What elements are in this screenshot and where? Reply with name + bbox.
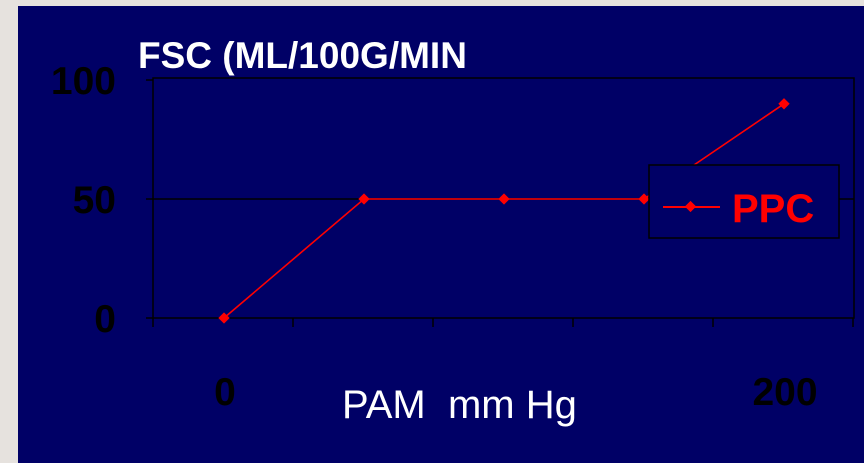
legend-label: PPC (732, 187, 814, 231)
legend-box (648, 164, 840, 239)
data-point (638, 193, 650, 205)
data-point (498, 193, 510, 205)
x-axis-label: PAM mm Hg (342, 383, 577, 427)
data-point (778, 98, 790, 110)
y-tick-label-0: 0 (94, 298, 116, 341)
legend-marker (684, 200, 697, 213)
legend: PPC (648, 164, 840, 239)
y-tick-labels: 0 50 100 (51, 60, 116, 341)
chart-title: FSC (ML/100G/MIN (138, 35, 467, 76)
x-ticks (152, 318, 854, 327)
y-tick-label-100: 100 (51, 60, 116, 103)
y-tick-label-50: 50 (73, 179, 116, 222)
x-tick-label-0: 0 (214, 371, 236, 414)
data-point (358, 193, 370, 205)
x-tick-label-200: 200 (752, 371, 817, 414)
data-point (218, 312, 230, 324)
plot-area (152, 77, 855, 319)
